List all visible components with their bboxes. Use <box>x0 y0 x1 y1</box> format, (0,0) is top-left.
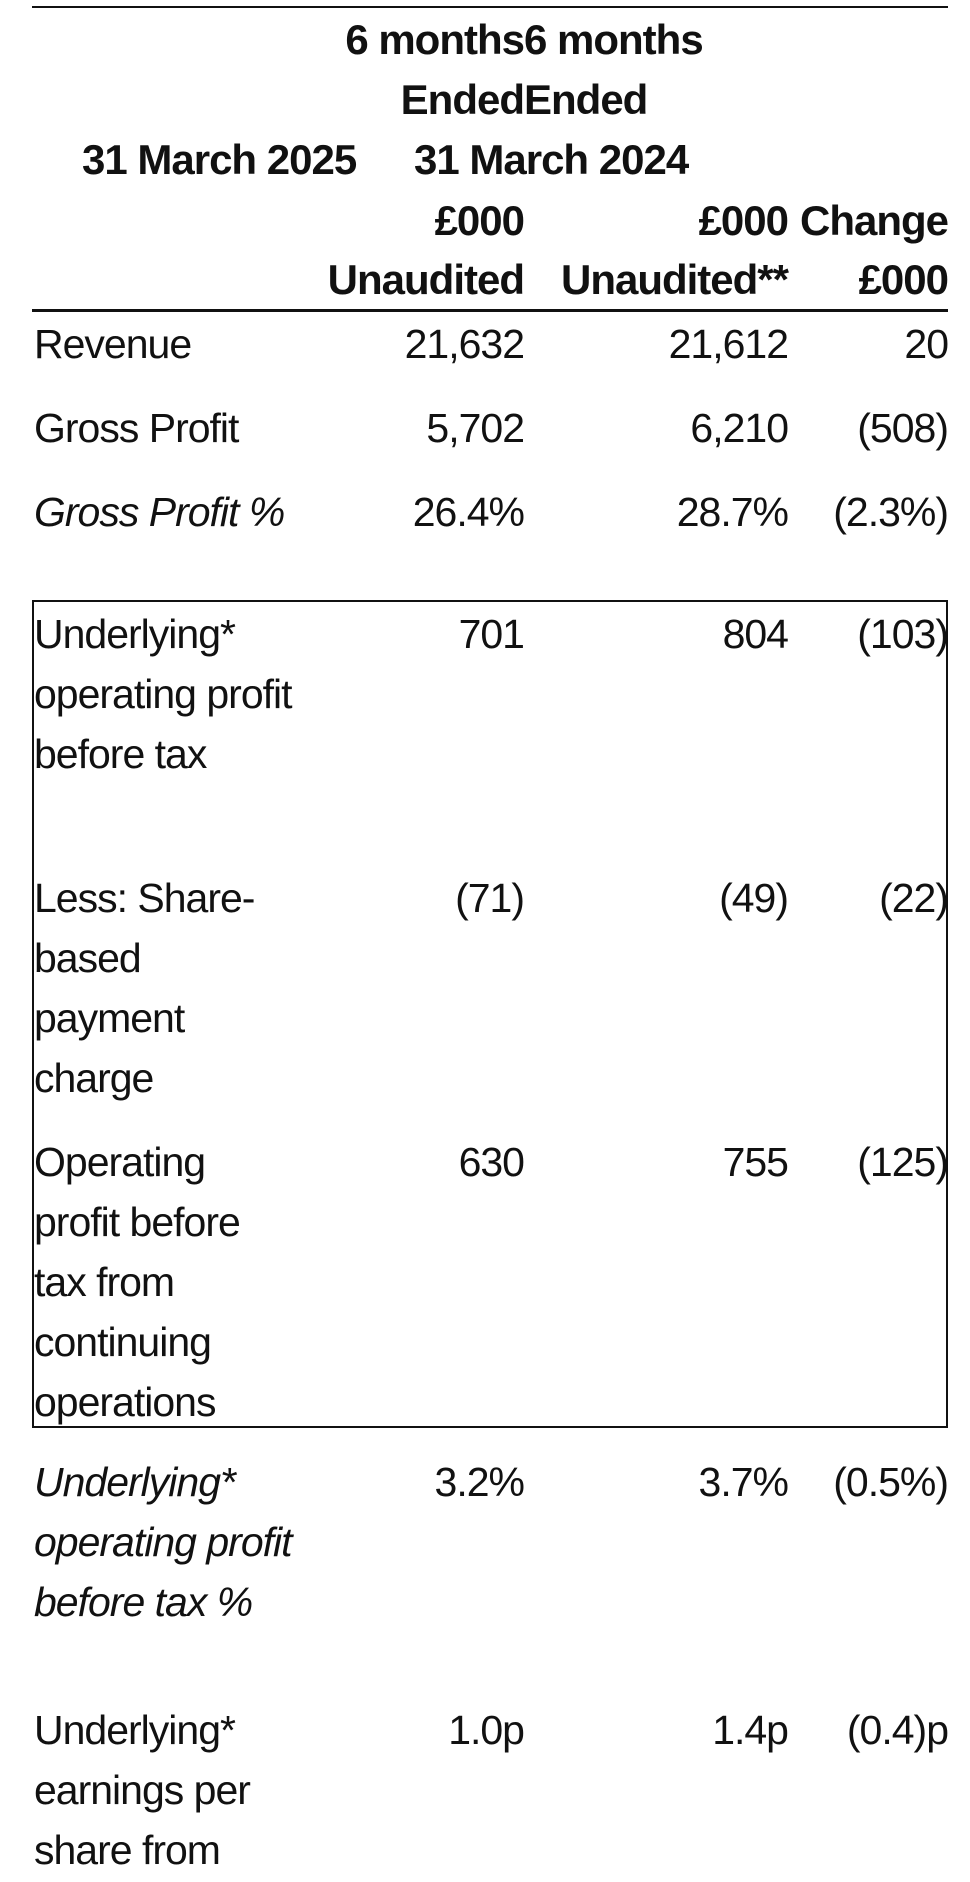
cell-value: (2.3%) <box>833 489 949 535</box>
cell-value: 21,632 <box>404 321 525 367</box>
cell-value: 5,702 <box>426 405 525 451</box>
row-label: Underlying* operating profit before tax … <box>34 1459 293 1625</box>
column-header: £000 <box>858 256 949 303</box>
row-label: Underlying* operating profit before tax <box>34 611 293 777</box>
row-label: Less: Share-based payment charge <box>34 875 255 1101</box>
column-header: 6 months <box>524 16 704 63</box>
cell-value: 804 <box>722 611 789 657</box>
cell-value: 28.7% <box>676 489 789 535</box>
cell-value: 1.0p <box>448 1707 525 1753</box>
cell-value: (103) <box>857 611 949 657</box>
top-rule <box>32 6 948 8</box>
column-header: Ended <box>524 76 648 123</box>
column-header: Unaudited <box>327 256 525 303</box>
row-label: Revenue <box>34 321 192 367</box>
column-header: £000 <box>698 197 789 244</box>
cell-value: 3.7% <box>698 1459 789 1505</box>
cell-value: (508) <box>857 405 949 451</box>
column-header: Unaudited** <box>560 256 789 303</box>
column-header: Change <box>799 197 949 244</box>
cell-value: 21,612 <box>668 321 789 367</box>
cell-value: (22) <box>879 875 949 921</box>
cell-value: 1.4p <box>712 1707 789 1753</box>
cell-value: (0.5%) <box>833 1459 949 1505</box>
cell-value: 701 <box>458 611 525 657</box>
row-label: Gross Profit <box>34 405 239 451</box>
cell-value: (49) <box>719 875 789 921</box>
row-label: Underlying* earnings per share from <box>34 1707 251 1873</box>
column-header: 6 months <box>345 16 525 63</box>
cell-value: 3.2% <box>434 1459 525 1505</box>
cell-value: (71) <box>455 875 525 921</box>
column-header: 31 March 2025 <box>82 136 357 183</box>
column-header: Ended <box>400 76 525 123</box>
column-header: 31 March 2024 <box>414 136 689 183</box>
row-label: Gross Profit % <box>34 489 285 535</box>
cell-value: (125) <box>857 1139 949 1185</box>
cell-value: 6,210 <box>690 405 789 451</box>
cell-value: 26.4% <box>412 489 525 535</box>
header-rule <box>32 309 948 312</box>
highlight-box <box>32 600 948 1428</box>
cell-value: 755 <box>722 1139 789 1185</box>
row-label: Operating profit before tax from continu… <box>34 1139 241 1425</box>
cell-value: 630 <box>458 1139 525 1185</box>
cell-value: 20 <box>904 321 949 367</box>
cell-value: (0.4)p <box>846 1707 949 1753</box>
column-header: £000 <box>434 197 525 244</box>
